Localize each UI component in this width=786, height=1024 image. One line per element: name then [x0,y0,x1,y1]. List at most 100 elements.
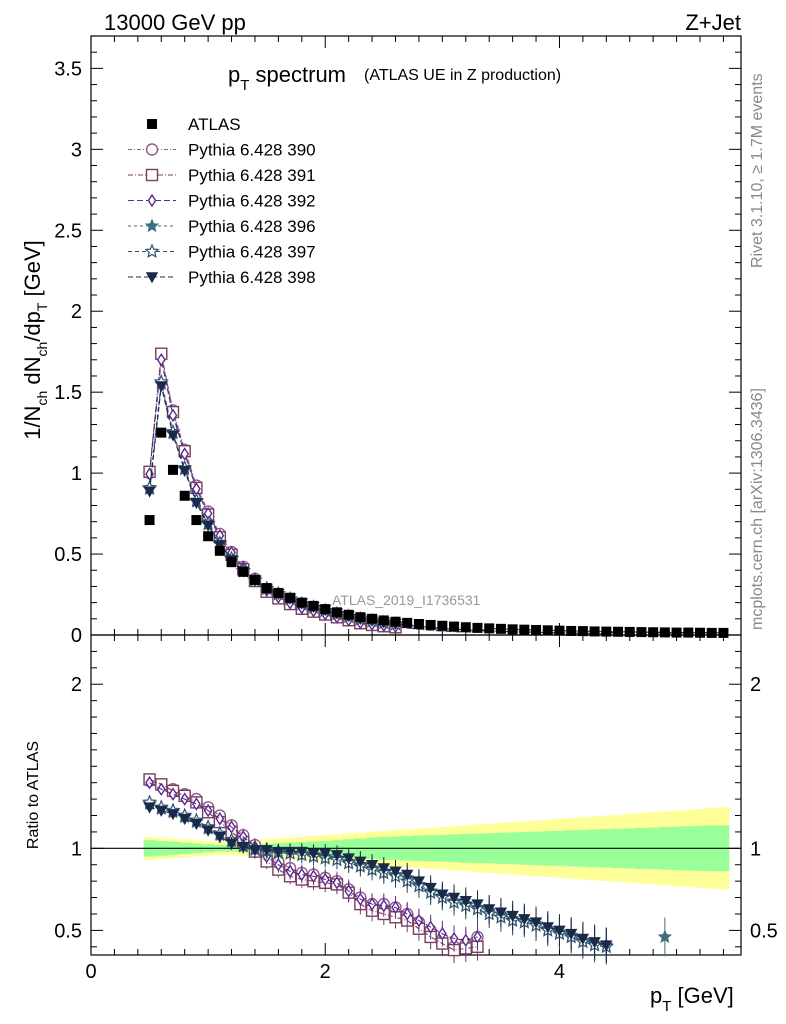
main-series-marker [213,540,227,552]
data-point [695,627,706,638]
data-point [390,616,401,627]
data-point [331,607,342,618]
main-series-marker [180,447,190,461]
x-tick-label: 0 [85,961,96,983]
ylabel-part-0: 1/N [20,406,45,440]
main-series-marker [166,430,180,442]
ratio-series-marker [379,898,389,913]
data-point [203,531,214,542]
ylabel-part-2: dN [20,357,45,391]
main-series-marker [178,465,191,478]
data-point [460,622,471,633]
ratio-series-line [149,782,478,941]
ratio-series-marker [600,940,613,952]
data-point [167,464,178,475]
data-point [144,515,155,526]
data-point [472,622,483,633]
ylabel-part-6: [GeV] [20,240,45,302]
legend-label: Pythia 6.428 398 [188,268,316,287]
legend: ATLAS Pythia 6.428 390 Pythia 6.428 391 Pyt… [128,115,316,287]
xlabel-sub: T [662,998,671,1015]
y-tick-label: 2.5 [54,220,82,242]
data-point [542,625,553,636]
legend-marker [144,218,160,233]
legend-label-data: ATLAS [188,115,241,134]
data-point [519,624,530,635]
data-point [191,515,202,526]
ratio-tick-label: 1 [71,838,82,860]
ratio-series-marker [529,917,543,929]
title-p-sub: T [240,77,249,94]
y-axis-label: 1/Nch dNch/dpT [GeV] [20,240,50,440]
ylabel-part-5: T [34,302,50,311]
ratio-y-label: Ratio to ATLAS [25,741,42,849]
ratio-series-line [149,803,607,946]
data-point [577,626,588,637]
y-tick-label: 1.5 [54,382,82,404]
chart-title-suffix: (ATLAS UE in Z production) [364,67,561,84]
data-point [378,615,389,626]
data-point [601,626,612,637]
data-point [425,619,436,630]
legend-label: Pythia 6.428 397 [188,243,316,262]
data-point [566,625,577,636]
data-point [296,597,307,608]
header-process: Z+Jet [685,10,741,35]
data-point [261,583,272,594]
data-point [437,620,448,631]
ylabel-part-4: /dp [20,311,45,342]
data-point [613,626,624,637]
x-tick-label: 2 [320,961,331,983]
legend-label: Pythia 6.428 392 [188,192,316,211]
y-tick-label: 3 [71,139,82,161]
y-tick-label: 3.5 [54,58,82,80]
ratio-tick-label-right: 2 [750,674,761,696]
data-point [156,427,167,438]
ylabel-part-1: ch [34,391,50,406]
ratio-series-marker [191,797,201,811]
ratio-series-line [149,806,607,946]
data-point [249,574,260,585]
legend-marker [147,193,157,208]
data-point [238,566,249,577]
header-energy: 13000 GeV pp [104,10,246,35]
rivet-label: Rivet 3.1.10, ≥ 1.7M events [749,73,766,268]
mcplots-label: mcplots.cern.ch [arXiv:1306.3436] [749,388,766,630]
panel-border [90,634,742,956]
data-point [671,627,682,638]
legend-marker-data [147,119,157,129]
ratio-tick-label: 2 [71,674,82,696]
y-tick-label: 0.5 [54,544,82,566]
data-point [285,592,296,603]
ratio-series-marker [297,867,307,882]
legend-label: Pythia 6.428 396 [188,217,316,236]
legend-marker [144,243,160,259]
data-point [413,618,424,629]
x-axis-label: pT [GeV] [650,983,734,1015]
data-point [308,600,319,611]
data-point [355,612,366,623]
main-series-marker [155,381,168,393]
main-panel-frame: 0 0.5 1 1.5 2 2.5 3 3.5 [54,35,742,647]
legend-label: Pythia 6.428 390 [188,141,316,160]
data-point [531,624,542,635]
analysis-label: ATLAS_2019_I1736531 [332,592,481,608]
data-point [320,604,331,615]
ratio-series-marker [354,856,367,868]
ratio-series-marker [401,869,414,881]
y-tick-label: 2 [71,301,82,323]
data-point [648,627,659,638]
xlabel-p: p [650,983,662,1008]
legend-label: Pythia 6.428 391 [188,166,316,185]
data-point [214,545,225,556]
ratio-series-marker [332,876,342,890]
data-point [273,587,284,598]
data-point [367,613,378,624]
main-panel-data-points [144,427,729,638]
main-series-marker [168,408,178,423]
x-tick-label: 4 [554,961,565,983]
main-series-marker [156,352,166,367]
data-point [449,621,460,632]
y-tick-label: 1 [71,463,82,485]
